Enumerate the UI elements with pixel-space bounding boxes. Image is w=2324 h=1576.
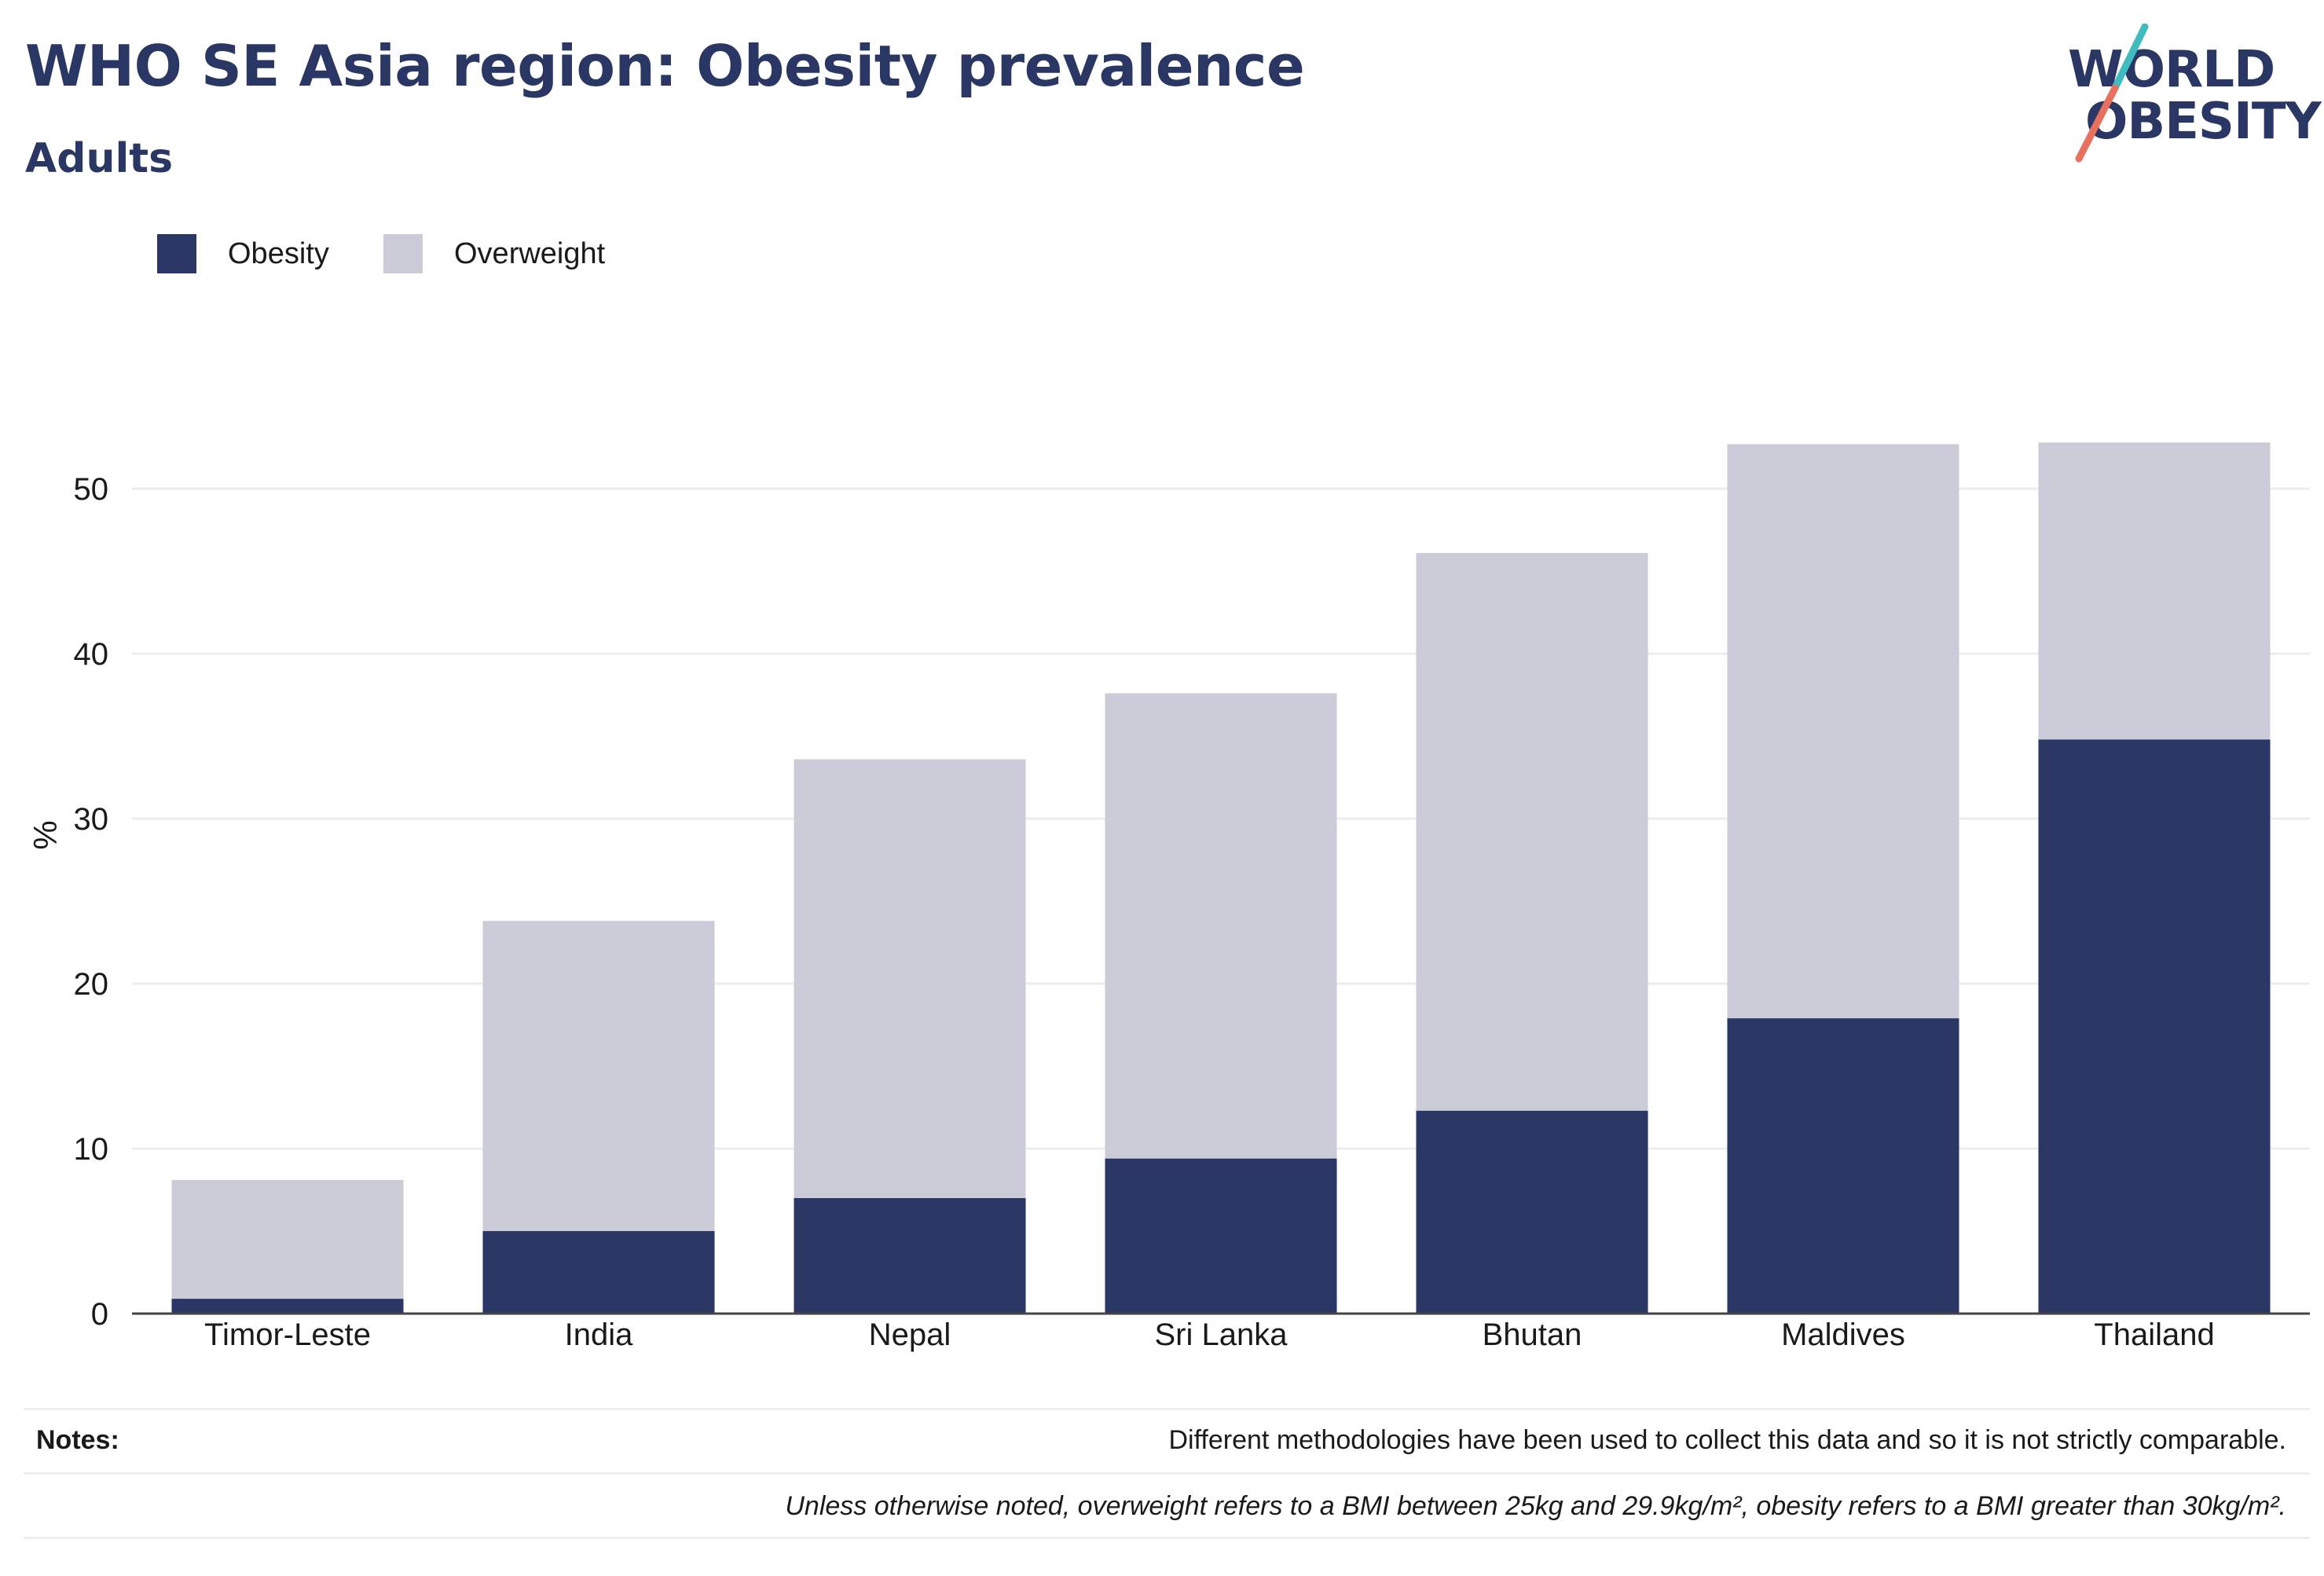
legend-label-overweight: Overweight <box>454 236 606 270</box>
bar-overweight-timor-leste <box>171 1179 404 1299</box>
legend-item-overweight[interactable]: Overweight <box>383 233 605 275</box>
stacked-bar-chart: 0 10 20 30 40 50% Timor-Leste India Nepal Sri Lan… <box>27 442 2310 1352</box>
x-tick-label: India <box>565 1318 633 1352</box>
y-tick-label: 0 <box>91 1297 108 1332</box>
notes-divider <box>24 1537 2310 1539</box>
bar-overweight-sri-lanka <box>1105 693 1337 1159</box>
bar-obesity-nepal <box>794 1198 1026 1314</box>
legend-swatch-obesity <box>157 234 196 273</box>
x-tick-label: Maldives <box>1781 1318 1905 1352</box>
chart-subtitle: Adults <box>25 135 174 182</box>
notes-label: Notes: <box>36 1425 119 1455</box>
legend-item-obesity[interactable]: Obesity <box>157 233 329 275</box>
y-axis-title: % <box>27 820 64 849</box>
bar-overweight-nepal <box>794 759 1026 1198</box>
bar-overweight-maldives <box>1727 444 1959 1019</box>
bar-obesity-timor-leste <box>171 1299 404 1314</box>
notes-divider <box>24 1408 2310 1410</box>
x-tick-label: Timor-Leste <box>204 1318 371 1352</box>
logo-text-line1: WORLD <box>2068 41 2275 99</box>
bar-obesity-bhutan <box>1416 1110 1648 1314</box>
bar-obesity-sri-lanka <box>1105 1158 1337 1314</box>
x-tick-label: Sri Lanka <box>1155 1318 1288 1352</box>
bar-overweight-bhutan <box>1416 552 1648 1111</box>
logo-slash-icon <box>2075 24 2149 163</box>
world-obesity-logo: WORLD OBESITY <box>2058 24 2322 165</box>
notes-divider <box>24 1472 2310 1475</box>
y-tick-label: 30 <box>74 802 109 837</box>
y-tick-label: 20 <box>74 967 109 1002</box>
bar-obesity-thailand <box>2038 739 2271 1314</box>
bar-obesity-india <box>482 1231 715 1314</box>
bar-obesity-maldives <box>1727 1018 1959 1314</box>
chart-title: WHO SE Asia region: Obesity prevalence <box>25 33 1305 99</box>
legend-swatch-overweight <box>383 234 423 273</box>
x-tick-label: Nepal <box>869 1318 951 1352</box>
legend-label-obesity: Obesity <box>228 236 329 270</box>
y-tick-label: 10 <box>74 1132 109 1167</box>
bar-overweight-thailand <box>2038 442 2271 740</box>
x-tick-label: Thailand <box>2094 1318 2214 1352</box>
note-bmi-definition: Unless otherwise noted, overweight refer… <box>785 1491 2286 1521</box>
x-tick-label: Bhutan <box>1483 1318 1582 1352</box>
logo-text-line2: OBESITY <box>2085 93 2322 151</box>
y-tick-label: 40 <box>74 637 109 672</box>
bar-overweight-india <box>482 921 715 1231</box>
y-tick-label: 50 <box>74 472 109 507</box>
note-methodology: Different methodologies have been used t… <box>1168 1425 2286 1455</box>
